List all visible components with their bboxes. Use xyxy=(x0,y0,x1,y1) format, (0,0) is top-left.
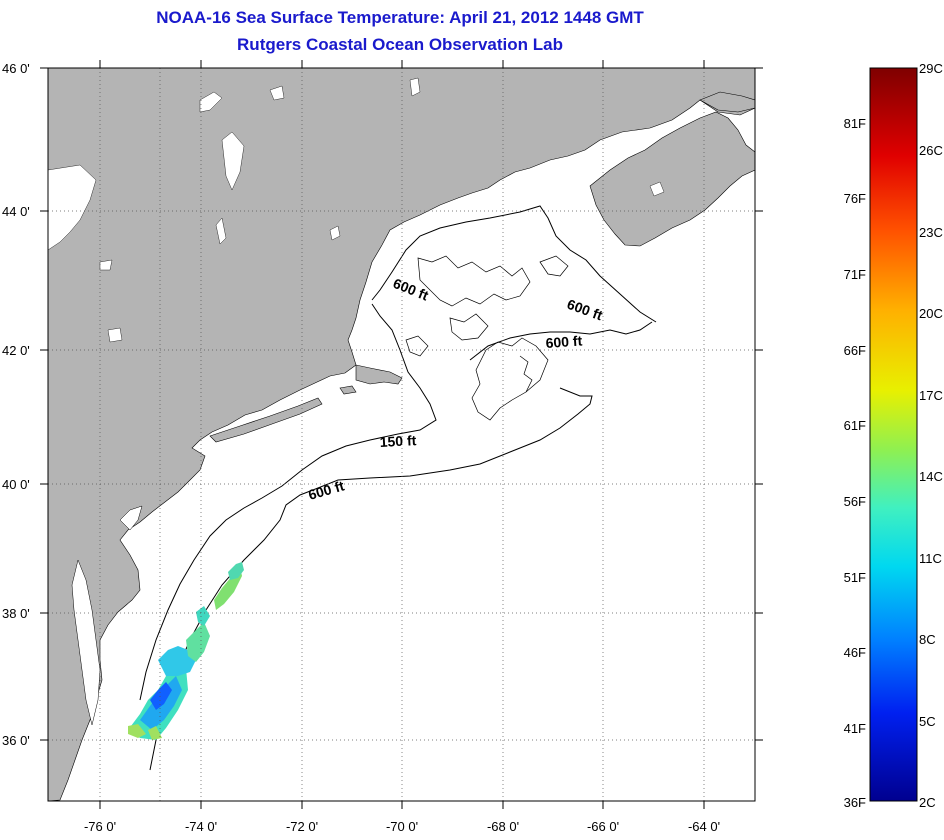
contour-600ft-scotian xyxy=(371,205,657,323)
land-mainland xyxy=(48,68,755,801)
lat-label-46: 46 0' xyxy=(2,61,30,76)
colorbar-f-76: 76F xyxy=(844,191,866,206)
lon-label-68: -68 0' xyxy=(487,819,519,834)
colorbar-f-41: 41F xyxy=(844,721,866,736)
lon-label-74: -74 0' xyxy=(185,819,217,834)
colorbar-c-26: 26C xyxy=(919,143,943,158)
contour-label-600ft-georges: 600 ft xyxy=(545,332,583,351)
lon-label-72: -72 0' xyxy=(286,819,318,834)
colorbar-c-17: 17C xyxy=(919,388,943,403)
colorbar-f-51: 51F xyxy=(844,570,866,585)
colorbar-f-66: 66F xyxy=(844,343,866,358)
contour-150ft xyxy=(139,303,437,701)
colorbar-c-14: 14C xyxy=(919,469,943,484)
lat-label-44: 44 0' xyxy=(2,204,30,219)
lat-label-40: 40 0' xyxy=(2,477,30,492)
colorbar-f-71: 71F xyxy=(844,267,866,282)
colorbar-c-2: 2C xyxy=(919,795,936,810)
colorbar-c-11: 11C xyxy=(919,551,942,566)
land-martha-vineyard xyxy=(339,385,357,395)
colorbar-f-56: 56F xyxy=(844,494,866,509)
axis-ticks xyxy=(40,60,763,809)
lat-label-36: 36 0' xyxy=(2,733,30,748)
land-cape-cod xyxy=(355,364,403,385)
colorbar-c-23: 23C xyxy=(919,225,943,240)
colorbar-c-5: 5C xyxy=(919,714,936,729)
land-nova-scotia xyxy=(589,111,755,247)
colorbar-c-20: 20C xyxy=(919,306,943,321)
colorbar-f-46: 46F xyxy=(844,645,866,660)
colorbar-c-8: 8C xyxy=(919,632,936,647)
gulf-of-maine-contours xyxy=(405,255,569,421)
colorbar-gradient xyxy=(869,67,918,802)
lon-label-76: -76 0' xyxy=(84,819,116,834)
lat-label-38: 38 0' xyxy=(2,606,30,621)
chesapeake-bay xyxy=(71,559,101,726)
colorbar-c-29: 29C xyxy=(919,61,943,76)
delaware-bay xyxy=(119,505,143,531)
map-subtitle: Rutgers Coastal Ocean Observation Lab xyxy=(237,35,563,54)
inland-lakes xyxy=(48,77,665,343)
colorbar-f-36: 36F xyxy=(844,795,866,810)
lon-label-64: -64 0' xyxy=(688,819,720,834)
colorbar-f-61: 61F xyxy=(844,418,866,433)
lon-label-66: -66 0' xyxy=(587,819,619,834)
lon-label-70: -70 0' xyxy=(386,819,418,834)
contour-label-150ft: 150 ft xyxy=(379,432,417,450)
land-cape-breton xyxy=(699,91,755,113)
map-title: NOAA-16 Sea Surface Temperature: April 2… xyxy=(156,8,644,27)
sst-swath xyxy=(128,562,244,740)
land-long-island xyxy=(209,397,323,443)
colorbar-f-81: 81F xyxy=(844,116,866,131)
lat-label-42: 42 0' xyxy=(2,343,30,358)
